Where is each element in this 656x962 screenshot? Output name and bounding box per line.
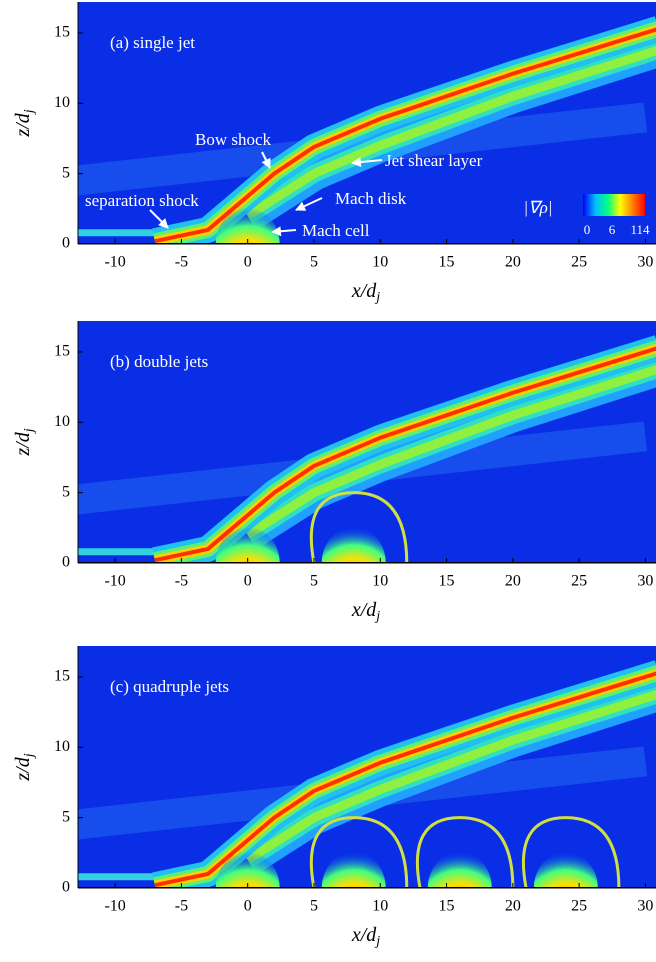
shear-layer [154, 346, 656, 563]
x-tick-label: 15 [439, 898, 455, 915]
jet-bubble [321, 852, 386, 888]
jet-core [245, 45, 656, 220]
x-tick-label: 5 [310, 898, 318, 915]
y-axis-label-sub: j [22, 428, 37, 434]
annotation: separation shock [85, 191, 199, 210]
x-tick-label: 20 [505, 898, 521, 915]
jet-core [245, 364, 656, 539]
y-tick-label: 15 [54, 343, 70, 360]
y-axis-label-main: z/d [12, 756, 34, 781]
x-tick-label: 20 [505, 573, 521, 590]
x-tick-label: -5 [175, 573, 188, 590]
y-tick-label: 5 [62, 483, 70, 500]
x-tick-label: 20 [505, 254, 521, 271]
colorbar-label: |∇ρ| [524, 198, 553, 217]
x-tick-label: -5 [175, 254, 188, 271]
x-tick-label: 10 [372, 254, 388, 271]
y-axis-label-main: z/d [12, 431, 34, 456]
x-axis-label: x/dj [351, 280, 380, 306]
x-tick-label: -5 [175, 898, 188, 915]
y-tick-label: 15 [54, 24, 70, 41]
jet-bubble [215, 208, 280, 244]
y-tick-label: 0 [62, 235, 70, 252]
colorbar-tick-label: 114 [630, 222, 650, 237]
x-tick-label: 10 [372, 898, 388, 915]
x-axis-label-sub: j [374, 609, 380, 624]
x-tick-label: -10 [104, 898, 125, 915]
annotation-arrow [149, 209, 169, 229]
annotation-arrow [261, 151, 271, 169]
y-axis-label: z/dj [12, 428, 38, 456]
jet-bubble [215, 852, 280, 888]
x-tick-label: 5 [310, 573, 318, 590]
field [78, 646, 656, 888]
y-axis-label-sub: j [22, 753, 37, 759]
x-tick-label: 25 [571, 254, 587, 271]
annotation: Bow shock [195, 130, 272, 149]
y-tick-label: 10 [54, 413, 70, 430]
barrel-shock [521, 816, 621, 888]
jet-bubble [427, 852, 492, 888]
annotation-arrow [351, 157, 383, 168]
x-tick-label: 25 [571, 898, 587, 915]
panel-title: (b) double jets [110, 352, 208, 371]
y-axis-label-main: z/d [12, 112, 34, 137]
annotation: Mach disk [335, 189, 407, 208]
annotation: Jet shear layer [385, 151, 483, 170]
shear-layer [154, 671, 656, 888]
x-tick-label: -10 [104, 254, 125, 271]
x-tick-label: 10 [372, 573, 388, 590]
jet-bubble [321, 527, 386, 563]
x-axis-label-main: x/d [351, 280, 377, 302]
annotation-arrow [271, 226, 297, 237]
x-axis-label-sub: j [374, 934, 380, 949]
shear-layer [154, 27, 656, 244]
x-tick-label: 30 [637, 898, 653, 915]
x-tick-label: 30 [637, 573, 653, 590]
colorbar-tick-label: 6 [609, 222, 616, 237]
panel-title: (a) single jet [110, 33, 195, 52]
panel-title: (c) quadruple jets [110, 677, 229, 696]
y-tick-label: 15 [54, 668, 70, 685]
jet-core [245, 689, 656, 864]
y-tick-label: 0 [62, 879, 70, 896]
y-tick-label: 0 [62, 554, 70, 571]
x-axis-label: x/dj [351, 924, 380, 950]
colorbar [583, 194, 645, 216]
barrel-shock [309, 491, 409, 563]
x-axis-label-main: x/d [351, 924, 377, 946]
x-tick-label: 15 [439, 254, 455, 271]
x-axis-label-sub: j [374, 290, 380, 305]
annotation: Mach cell [302, 221, 370, 240]
barrel-shock [415, 816, 515, 888]
colorbar-tick-label: 0 [584, 222, 591, 237]
y-tick-label: 5 [62, 808, 70, 825]
annotation-arrow [295, 197, 323, 211]
barrel-shock [309, 816, 409, 888]
jet-bubble [533, 852, 598, 888]
y-axis-label: z/dj [12, 753, 38, 781]
y-tick-label: 5 [62, 164, 70, 181]
x-axis-label: x/dj [351, 599, 380, 625]
x-tick-label: 15 [439, 573, 455, 590]
x-tick-label: 30 [637, 254, 653, 271]
x-tick-label: 5 [310, 254, 318, 271]
y-tick-label: 10 [54, 94, 70, 111]
y-axis-label-sub: j [22, 109, 37, 115]
jet-bubble [215, 527, 280, 563]
y-axis-label: z/dj [12, 109, 38, 137]
y-tick-label: 10 [54, 738, 70, 755]
x-axis-label-main: x/d [351, 599, 377, 621]
x-tick-label: 0 [244, 898, 252, 915]
x-tick-label: 25 [571, 573, 587, 590]
x-tick-label: 0 [244, 254, 252, 271]
x-tick-label: 0 [244, 573, 252, 590]
x-tick-label: -10 [104, 573, 125, 590]
field [78, 321, 656, 563]
